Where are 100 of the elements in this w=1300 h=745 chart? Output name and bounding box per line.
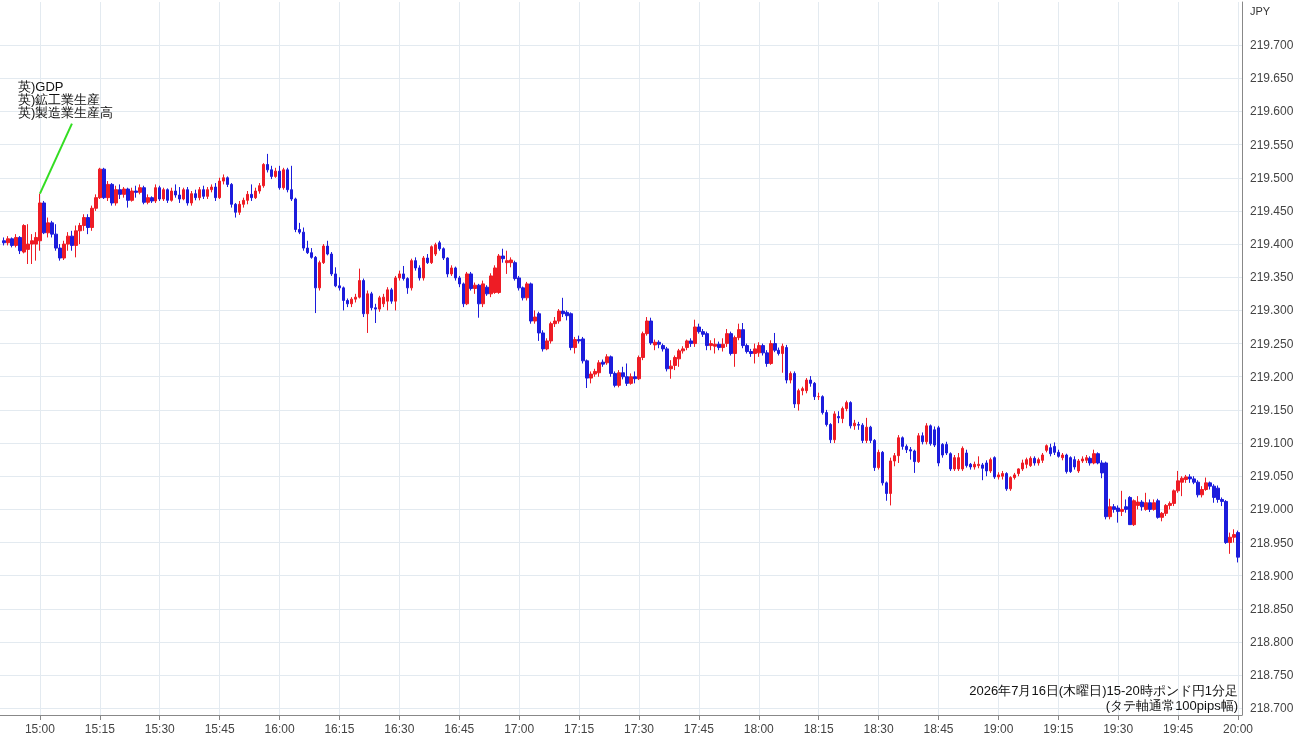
candlestick: [633, 370, 637, 384]
candlestick: [138, 183, 142, 195]
candlestick: [182, 187, 185, 201]
candlestick: [178, 186, 181, 204]
candlestick: [977, 455, 980, 469]
candlestick: [1021, 459, 1024, 472]
candlestick: [749, 348, 753, 358]
candlestick: [961, 445, 964, 472]
candlestick: [70, 230, 74, 252]
candlestick: [150, 195, 154, 204]
candlestick: [561, 297, 565, 318]
candlestick: [953, 454, 956, 472]
x-tick-label: 19:15: [1043, 722, 1074, 736]
candlestick: [481, 280, 485, 308]
y-tick-label: 219.400: [1250, 237, 1294, 252]
candlestick: [781, 343, 784, 374]
candlestick: [278, 165, 281, 191]
candlestick: [1224, 499, 1228, 545]
x-tick-label: 17:00: [504, 722, 535, 736]
annotation: (タテ軸通常100pips幅): [1105, 698, 1239, 713]
y-tick-label: 219.450: [1250, 203, 1294, 218]
candlestick: [589, 370, 593, 384]
candlestick: [797, 388, 800, 412]
candlestick: [1152, 498, 1156, 512]
candlestick: [1128, 495, 1132, 526]
y-tick-label: 219.600: [1250, 104, 1294, 119]
y-axis-title: JPY: [1250, 4, 1271, 17]
candlestick: [597, 359, 601, 378]
y-tick-label: 219.000: [1250, 502, 1294, 517]
candlestick: [1069, 455, 1072, 474]
candlestick: [529, 282, 533, 325]
candlestick: [769, 339, 773, 366]
candlestick: [422, 255, 425, 282]
y-tick-label: 219.650: [1250, 71, 1294, 86]
candlestick: [206, 186, 209, 200]
candlestick: [921, 431, 924, 445]
candlestick: [130, 187, 134, 203]
candlestick: [190, 190, 193, 207]
candlestick: [74, 225, 78, 258]
candlestick: [729, 331, 733, 357]
x-tick-label: 18:15: [803, 722, 835, 736]
candlestick: [46, 217, 50, 238]
candlestick: [146, 193, 150, 205]
candlestick: [214, 182, 217, 202]
candlestick: [350, 296, 353, 308]
candlestick: [993, 455, 996, 480]
candlestick: [106, 180, 110, 202]
candlestick: [697, 323, 701, 335]
x-tick-label: 19:45: [1163, 722, 1194, 736]
y-tick-label: 219.300: [1250, 303, 1294, 318]
x-tick-label: 19:00: [983, 722, 1014, 736]
candlestick: [1073, 455, 1076, 471]
candlestick: [1088, 455, 1092, 467]
candlestick: [705, 331, 709, 351]
candlestick: [1196, 479, 1200, 498]
candlestick: [302, 227, 305, 252]
candlestick: [653, 339, 657, 351]
candlestick: [485, 284, 489, 297]
candlestick: [1045, 443, 1048, 453]
candlestick: [2, 236, 6, 246]
y-tick-label: 218.800: [1250, 635, 1294, 650]
candlestick: [1077, 458, 1080, 474]
candlestick: [877, 449, 880, 471]
candlestick: [1148, 498, 1152, 513]
candlestick: [26, 223, 30, 265]
candlestick: [1132, 498, 1136, 527]
candlestick: [573, 336, 577, 355]
candlestick: [601, 358, 605, 368]
candlestick: [246, 190, 249, 205]
candlestick: [965, 449, 968, 469]
candlestick: [162, 187, 165, 202]
candlestick: [1212, 483, 1216, 504]
candlestick: [1033, 455, 1036, 467]
candlestick: [1005, 471, 1008, 492]
candlestick: [937, 425, 940, 467]
candlestick: [897, 434, 900, 464]
candlestick: [274, 167, 277, 179]
candlestick: [42, 200, 46, 235]
candlestick: [1228, 532, 1232, 555]
x-tick-label: 15:00: [24, 722, 56, 736]
candlestick: [709, 339, 713, 351]
candlestick: [142, 185, 146, 205]
candlestick: [1236, 530, 1240, 563]
y-tick-label: 219.100: [1250, 436, 1294, 451]
candlestick: [913, 449, 916, 474]
candlestick: [114, 185, 118, 207]
candlestick: [198, 186, 201, 201]
candlestick: [10, 236, 14, 248]
candlestick: [901, 435, 904, 451]
annotation: 英)GDP: [17, 78, 64, 94]
candlestick: [617, 369, 621, 388]
candlestick: [725, 328, 729, 348]
x-tick-label: 16:00: [264, 722, 295, 736]
candlestick: [102, 167, 106, 200]
x-tick-label: 15:15: [84, 722, 116, 736]
x-tick-label: 20:00: [1222, 722, 1254, 736]
candlestick: [1120, 490, 1124, 517]
y-tick-label: 218.750: [1250, 668, 1294, 683]
candlestick: [985, 459, 988, 477]
candlestick: [849, 400, 852, 429]
